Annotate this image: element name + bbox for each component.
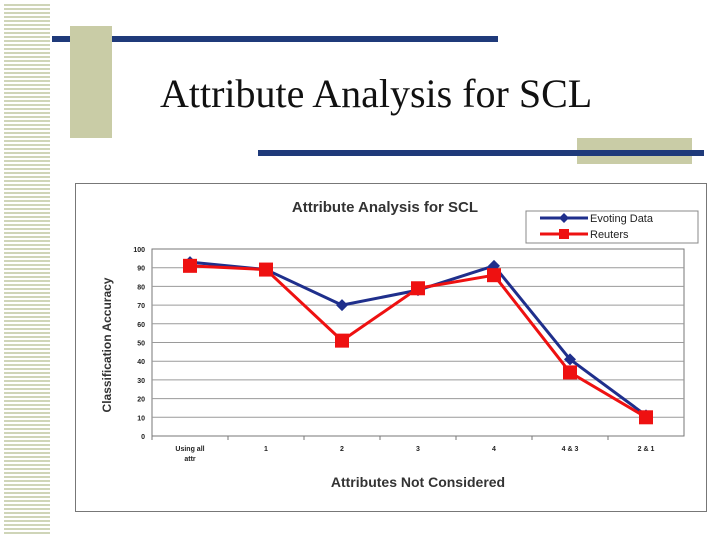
x-tick-label: 4 & 3 [562, 446, 579, 453]
legend-evoting-label: Evoting Data [590, 213, 654, 225]
data-point [564, 353, 576, 366]
data-point [411, 281, 425, 296]
title-bottom-rule [258, 150, 704, 156]
legend-box [525, 210, 699, 244]
y-tick-label: 40 [137, 359, 145, 366]
y-tick-labels: 0 10 20 30 40 50 60 70 80 90 100 [133, 247, 145, 441]
y-tick-label: 10 [137, 415, 145, 422]
data-point [487, 268, 501, 283]
y-tick-label: 70 [137, 303, 145, 310]
x-tick-label: Using all [175, 446, 204, 453]
y-tick-label: 60 [137, 322, 145, 329]
decorative-stripe-column [0, 0, 54, 540]
data-point [335, 333, 349, 348]
y-tick-label: 0 [141, 434, 145, 441]
data-point [639, 410, 653, 425]
y-axis-label: Classification Accuracy [100, 277, 114, 412]
data-point [183, 258, 197, 273]
x-tick-label: attr [184, 456, 196, 463]
legend: Evoting Data Reuters [525, 210, 699, 244]
x-tick-label: 2 [340, 446, 344, 453]
x-tick-labels: Using all attr 1 2 3 4 4 & 3 2 & 1 [151, 436, 655, 463]
y-tick-label: 100 [133, 247, 145, 254]
data-point [563, 365, 577, 380]
x-tick-label: 3 [416, 446, 420, 453]
title-accent-block [70, 26, 112, 138]
x-tick-label: 4 [492, 446, 496, 453]
y-tick-label: 30 [137, 378, 145, 385]
x-axis-label: Attributes Not Considered [331, 474, 505, 490]
y-tick-label: 90 [137, 266, 145, 273]
x-tick-label: 1 [264, 446, 268, 453]
y-tick-label: 80 [137, 284, 145, 291]
x-tick-label: 2 & 1 [638, 446, 655, 453]
legend-reuters-marker [559, 229, 569, 239]
data-point [336, 299, 348, 312]
chart-title: Attribute Analysis for SCL [292, 199, 478, 216]
data-point [259, 262, 273, 277]
series-group [183, 256, 653, 425]
title-top-rule [52, 36, 498, 42]
y-tick-label: 50 [137, 341, 145, 348]
legend-reuters-label: Reuters [590, 229, 629, 241]
slide-title: Attribute Analysis for SCL [160, 71, 593, 116]
y-tick-label: 20 [137, 397, 145, 404]
series-reuters [183, 258, 653, 425]
legend-evoting-marker [559, 213, 569, 223]
